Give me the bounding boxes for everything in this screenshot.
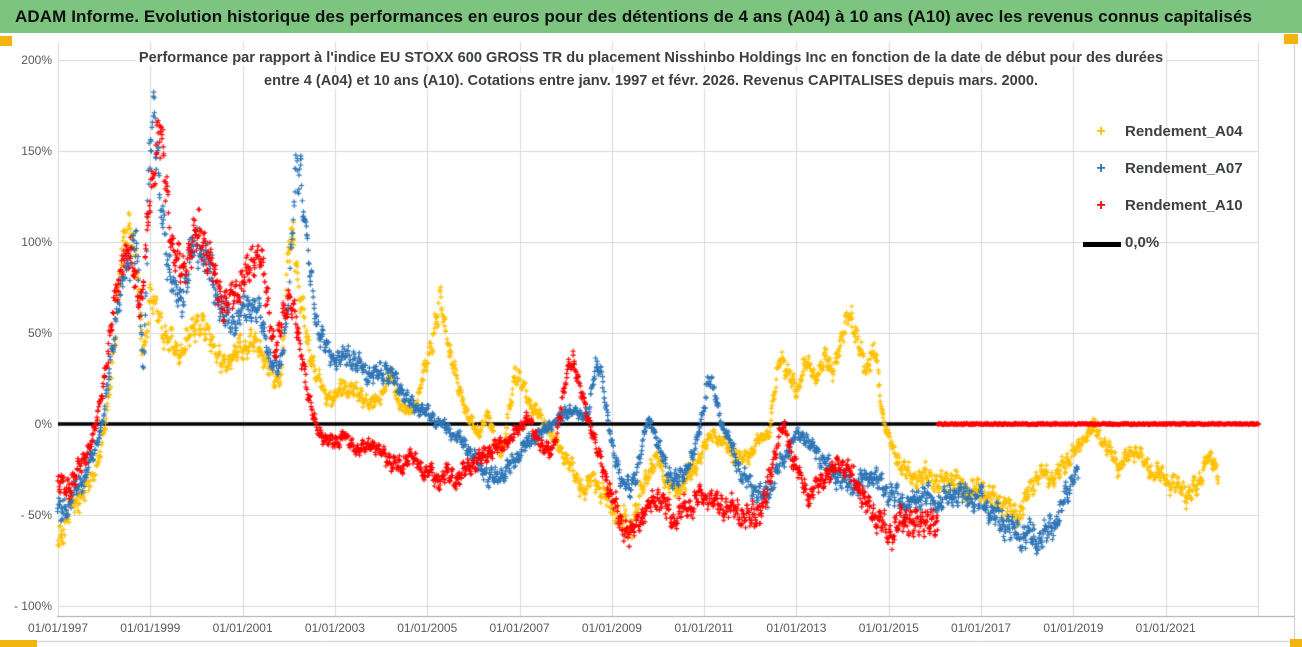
- x-tick-label: 01/01/2005: [397, 621, 458, 635]
- orange-corner-handle: [0, 36, 12, 46]
- chart-legend: + Rendement_A04 + Rendement_A07 + Rendement_A…: [1083, 113, 1243, 261]
- legend-item-0-0-[interactable]: 0,0%: [1083, 224, 1243, 261]
- y-tick-label: 200%: [21, 53, 52, 68]
- legend-plus-marker-icon: +: [1096, 196, 1106, 214]
- legend-item-rendement-a10[interactable]: + Rendement_A10: [1083, 187, 1243, 224]
- orange-corner-handle: [0, 640, 37, 647]
- orange-corner-handle: [1290, 639, 1302, 647]
- x-tick-label: 01/01/2013: [766, 621, 827, 635]
- x-tick-label: 01/01/2021: [1135, 621, 1196, 635]
- x-tick-label: 01/01/2007: [489, 621, 550, 635]
- y-tick-label: - 50%: [20, 507, 52, 522]
- x-tick-label: 01/01/2015: [858, 621, 919, 635]
- y-tick-label: 50%: [27, 326, 52, 340]
- legend-plus-marker-icon: +: [1096, 122, 1106, 140]
- legend-label: Rendement_A04: [1125, 123, 1243, 140]
- legend-line-swatch: [1083, 235, 1121, 251]
- header-title: ADAM Informe. Evolution historique des p…: [15, 6, 1253, 26]
- legend-plus-marker-icon: +: [1096, 159, 1106, 177]
- y-tick-label: 100%: [21, 235, 52, 249]
- x-tick-label: 01/01/1999: [120, 621, 181, 635]
- legend-item-rendement-a07[interactable]: + Rendement_A07: [1083, 150, 1243, 187]
- y-tick-label: 0%: [34, 416, 52, 431]
- y-tick-label: - 100%: [13, 598, 52, 613]
- header-banner: ADAM Informe. Evolution historique des p…: [0, 0, 1302, 33]
- legend-label: Rendement_A10: [1125, 197, 1243, 214]
- x-tick-label: 01/01/2017: [951, 621, 1012, 635]
- x-tick-label: 01/01/2001: [212, 621, 273, 635]
- x-tick-label: 01/01/2003: [304, 621, 365, 635]
- chart-title-line2: entre 4 (A04) et 10 ans (A10). Cotations…: [61, 70, 1241, 93]
- y-tick-label: 150%: [21, 144, 52, 158]
- x-tick-label: 01/01/2011: [674, 621, 734, 635]
- legend-label: 0,0%: [1125, 234, 1160, 251]
- x-tick-label: 01/01/2009: [581, 621, 642, 635]
- chart-title: Performance par rapport à l'indice EU ST…: [61, 47, 1241, 93]
- orange-corner-handle: [1284, 34, 1298, 44]
- x-tick-label: 01/01/2019: [1043, 621, 1104, 635]
- chart-title-line1: Performance par rapport à l'indice EU ST…: [61, 47, 1241, 70]
- legend-item-rendement-a04[interactable]: + Rendement_A04: [1083, 113, 1243, 150]
- x-tick-label: 01/01/1997: [27, 621, 89, 635]
- legend-label: Rendement_A07: [1125, 160, 1243, 177]
